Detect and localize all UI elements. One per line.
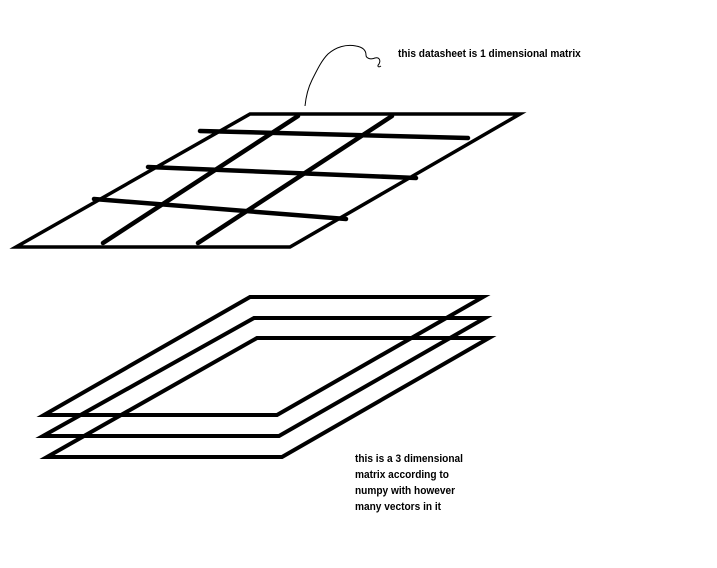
grid-row-1 [197, 128, 471, 141]
bottom-annotation-line: many vectors in it [355, 501, 442, 513]
bottom-annotation-line: matrix according to [355, 469, 449, 481]
grid-col-1 [100, 113, 301, 246]
stack-sheet-2 [35, 316, 493, 438]
grid-col-2 [195, 113, 395, 246]
bottom-matrix-stack [35, 295, 497, 459]
grid-row-2 [145, 164, 419, 181]
top-sheet-outline [9, 112, 527, 249]
top-annotation-text: this datasheet is 1 dimensional matrix [398, 48, 581, 60]
bottom-annotation-line: this is a 3 dimensional [355, 453, 463, 465]
stack-sheet-1 [36, 295, 491, 417]
top-matrix-sheet [9, 112, 527, 249]
stack-sheet-3 [39, 336, 497, 459]
grid-row-3 [91, 196, 349, 222]
bottom-annotation-text: this is a 3 dimensional matrix according… [355, 451, 463, 515]
annotation-pointer [304, 44, 382, 107]
bottom-annotation-line: numpy with however [355, 485, 456, 497]
